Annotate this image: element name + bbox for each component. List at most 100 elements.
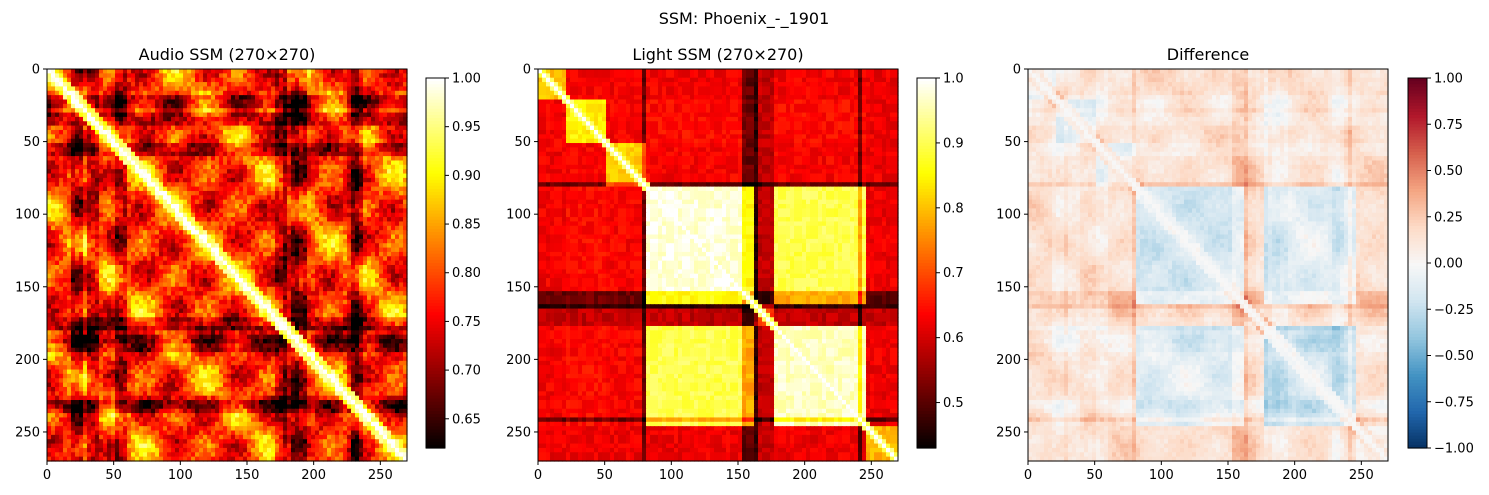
- heatmap-cell: [195, 116, 200, 122]
- heatmap-cell: [391, 291, 396, 297]
- heatmap-cell: [127, 82, 132, 88]
- heatmap-cell: [283, 99, 288, 105]
- heatmap-cell: [395, 82, 400, 88]
- heatmap-cell: [271, 103, 276, 109]
- heatmap-cell: [107, 282, 112, 288]
- heatmap-cell: [307, 256, 312, 262]
- heatmap-cell: [379, 108, 384, 114]
- heatmap-cell: [211, 82, 216, 88]
- heatmap-cell: [107, 278, 112, 284]
- heatmap-cell: [159, 243, 164, 249]
- heatmap-cell: [279, 299, 284, 305]
- heatmap-cell: [363, 286, 368, 292]
- heatmap-cell: [111, 129, 116, 135]
- heatmap-cell: [219, 108, 224, 114]
- heatmap-cell: [275, 86, 280, 92]
- heatmap-cell: [387, 138, 392, 144]
- heatmap-cell: [391, 238, 396, 244]
- heatmap-cell: [379, 116, 384, 122]
- heatmap-cell: [191, 295, 196, 301]
- heatmap-cell: [51, 291, 56, 297]
- heatmap-cell: [255, 169, 260, 175]
- heatmap-cell: [151, 73, 156, 79]
- heatmap-cell: [79, 230, 84, 236]
- heatmap-cell: [303, 95, 308, 101]
- heatmap-cell: [155, 225, 160, 231]
- heatmap-cell: [203, 278, 208, 284]
- heatmap-cell: [291, 225, 296, 231]
- heatmap-cell: [247, 108, 252, 114]
- heatmap-cell: [351, 199, 356, 205]
- heatmap-cell: [279, 160, 284, 166]
- heatmap-cell: [195, 190, 200, 196]
- heatmap-cell: [211, 134, 216, 140]
- heatmap-cell: [147, 121, 152, 127]
- heatmap-cell: [155, 147, 160, 153]
- heatmap-cell: [119, 112, 124, 118]
- heatmap-cell: [219, 160, 224, 166]
- heatmap-cell: [107, 121, 112, 127]
- heatmap-cell: [311, 108, 316, 114]
- heatmap-cell: [215, 151, 220, 157]
- heatmap-cell: [95, 199, 100, 205]
- heatmap-cell: [95, 116, 100, 122]
- heatmap-cell: [191, 278, 196, 284]
- heatmap-cell: [219, 164, 224, 170]
- heatmap-cell: [363, 217, 368, 223]
- heatmap-cell: [159, 269, 164, 275]
- heatmap-cell: [163, 99, 168, 105]
- heatmap-cell: [187, 234, 192, 240]
- heatmap-cell: [343, 291, 348, 297]
- heatmap-cell: [247, 143, 252, 148]
- heatmap-cell: [207, 247, 212, 253]
- heatmap-cell: [355, 69, 360, 74]
- heatmap-cell: [71, 103, 76, 109]
- heatmap-cell: [351, 243, 356, 249]
- heatmap-cell: [355, 134, 360, 140]
- heatmap-cell: [279, 121, 284, 127]
- heatmap-cell: [191, 217, 196, 223]
- heatmap-cell: [79, 234, 84, 240]
- heatmap-cell: [71, 282, 76, 288]
- heatmap-cell: [207, 112, 212, 118]
- heatmap-cell: [147, 286, 152, 292]
- heatmap-cell: [331, 164, 336, 170]
- heatmap-cell: [79, 243, 84, 249]
- heatmap-cell: [263, 204, 268, 209]
- heatmap-cell: [167, 295, 172, 301]
- heatmap-cell: [287, 134, 292, 140]
- heatmap-cell: [127, 308, 132, 314]
- heatmap-cell: [63, 260, 68, 266]
- heatmap-cell: [359, 291, 364, 297]
- heatmap-cell: [215, 190, 220, 196]
- heatmap-cell: [123, 82, 128, 88]
- heatmap-cell: [399, 265, 404, 270]
- heatmap-cell: [83, 147, 88, 153]
- heatmap-cell: [251, 299, 256, 305]
- heatmap-cell: [175, 125, 180, 131]
- heatmap-cell: [331, 260, 336, 266]
- heatmap-cell: [263, 138, 268, 144]
- heatmap-cell: [51, 273, 56, 279]
- heatmap-cell: [231, 90, 236, 96]
- heatmap-cell: [283, 221, 288, 227]
- heatmap-cell: [247, 286, 252, 292]
- heatmap-cell: [59, 134, 64, 140]
- heatmap-cell: [279, 156, 284, 162]
- heatmap-cell: [87, 273, 92, 279]
- heatmap-cell: [395, 234, 400, 240]
- heatmap-cell: [195, 308, 200, 314]
- heatmap-cell: [379, 90, 384, 96]
- heatmap-cell: [247, 177, 252, 183]
- heatmap-cell: [75, 308, 80, 314]
- heatmap-cell: [375, 182, 380, 188]
- heatmap-cell: [375, 69, 380, 74]
- heatmap-cell: [179, 138, 184, 144]
- heatmap-cell: [331, 108, 336, 114]
- heatmap-cell: [147, 182, 152, 188]
- heatmap-cell: [63, 282, 68, 288]
- heatmap-cell: [47, 278, 52, 284]
- heatmap-cell: [187, 225, 192, 231]
- heatmap-cell: [179, 265, 184, 270]
- heatmap-cell: [203, 256, 208, 262]
